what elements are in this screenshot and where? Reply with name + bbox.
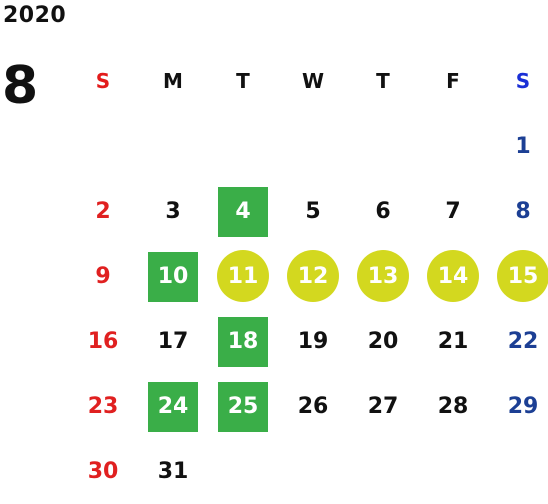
day-cell: 28: [437, 394, 469, 419]
day-cell: 29: [507, 394, 539, 419]
day-cell: 22: [507, 329, 539, 354]
day-cell: 16: [87, 329, 119, 354]
weekday-thu: T: [376, 69, 390, 93]
day-cell: [418, 114, 488, 179]
day-cell-holiday: 14: [418, 244, 488, 309]
day-cell: 2: [95, 199, 111, 224]
day-cell-highlighted: 18: [208, 309, 278, 374]
day-cell: [278, 114, 348, 179]
day-cell: 5: [305, 199, 321, 224]
day-cell: 17: [157, 329, 189, 354]
day-cell-holiday: 12: [278, 244, 348, 309]
day-cell: 1: [515, 134, 531, 159]
day-cell: 20: [367, 329, 399, 354]
calendar-month: 8: [2, 56, 39, 116]
day-cell-holiday: 13: [348, 244, 418, 309]
day-cell: [208, 439, 278, 504]
day-cell: 7: [445, 199, 461, 224]
day-cell: 31: [157, 459, 189, 484]
day-cell: [208, 114, 278, 179]
day-cell: 6: [375, 199, 391, 224]
weekday-fri: F: [446, 69, 460, 93]
day-cell-holiday: 11: [208, 244, 278, 309]
day-cell-highlighted: 4: [208, 179, 278, 244]
day-cell: [68, 114, 138, 179]
calendar-year: 2020: [3, 3, 67, 28]
day-cell-highlighted: 10: [138, 244, 208, 309]
day-cell: [348, 439, 418, 504]
day-cell: 30: [87, 459, 119, 484]
weekday-sun: S: [95, 69, 111, 93]
calendar-grid: S M T W T F S 1 2 3 4 5 6 7 8 9 10 11 12…: [68, 48, 548, 504]
day-cell: 19: [297, 329, 329, 354]
day-cell-holiday: 15: [488, 244, 548, 309]
day-cell: 3: [165, 199, 181, 224]
day-cell: 9: [95, 264, 111, 289]
weekday-sat: S: [515, 69, 531, 93]
day-cell: 27: [367, 394, 399, 419]
weekday-mon: M: [163, 69, 183, 93]
weekday-wed: W: [301, 69, 325, 93]
day-cell: [488, 439, 548, 504]
day-cell: 23: [87, 394, 119, 419]
day-cell: 21: [437, 329, 469, 354]
day-cell: 26: [297, 394, 329, 419]
day-cell-highlighted: 24: [138, 374, 208, 439]
day-cell: 8: [515, 199, 531, 224]
day-cell: [278, 439, 348, 504]
day-cell: [418, 439, 488, 504]
day-cell: [138, 114, 208, 179]
day-cell: [348, 114, 418, 179]
weekday-tue: T: [236, 69, 250, 93]
day-cell-highlighted: 25: [208, 374, 278, 439]
